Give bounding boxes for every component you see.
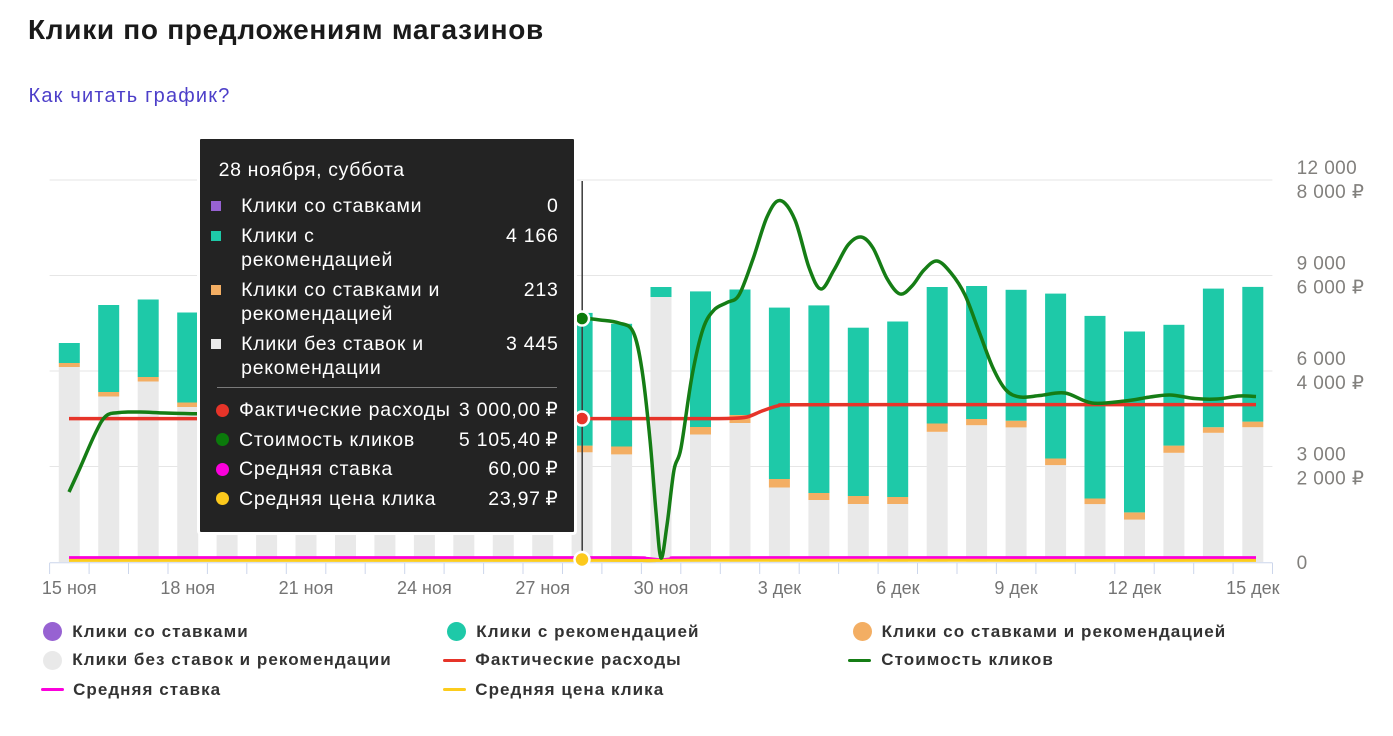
svg-text:24 ноя: 24 ноя [397, 578, 452, 598]
svg-text:2 000 ₽: 2 000 ₽ [1297, 469, 1365, 490]
svg-text:4 000 ₽: 4 000 ₽ [1297, 373, 1365, 394]
svg-text:0: 0 [1297, 553, 1308, 574]
svg-text:6 дек: 6 дек [876, 578, 920, 598]
svg-text:12 000: 12 000 [1297, 158, 1358, 179]
svg-text:21 ноя: 21 ноя [279, 578, 334, 598]
svg-text:15 дек: 15 дек [1226, 578, 1280, 598]
svg-text:9 000: 9 000 [1297, 253, 1347, 274]
svg-text:3 дек: 3 дек [758, 578, 802, 598]
svg-text:18 ноя: 18 ноя [160, 578, 215, 598]
svg-text:12 дек: 12 дек [1108, 578, 1162, 598]
svg-text:3 000: 3 000 [1297, 444, 1347, 465]
svg-text:6 000 ₽: 6 000 ₽ [1297, 278, 1365, 299]
svg-text:30 ноя: 30 ноя [634, 578, 689, 598]
svg-text:15 ноя: 15 ноя [42, 578, 97, 598]
svg-text:27 ноя: 27 ноя [515, 578, 570, 598]
svg-text:8 000 ₽: 8 000 ₽ [1297, 182, 1365, 203]
svg-text:9 дек: 9 дек [994, 578, 1038, 598]
svg-text:6 000: 6 000 [1297, 349, 1347, 370]
